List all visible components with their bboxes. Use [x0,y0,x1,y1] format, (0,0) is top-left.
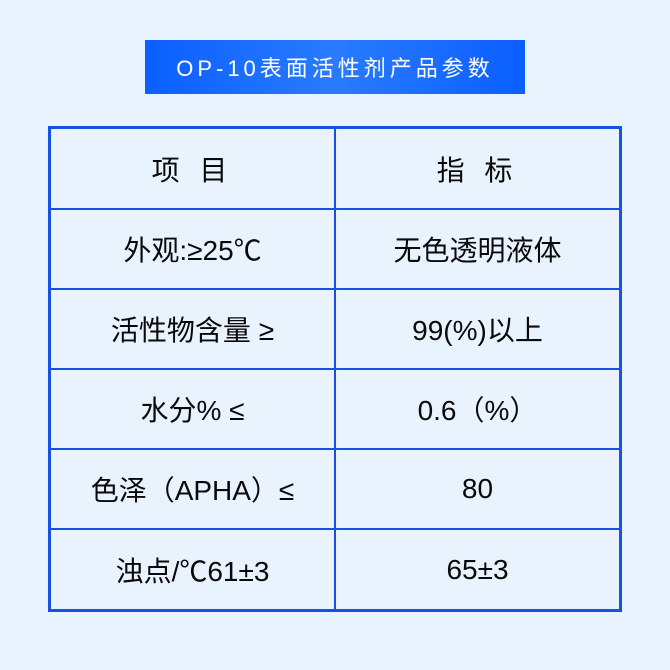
table-row: 色泽（APHA）≤ 80 [51,449,619,529]
cell-param: 色泽（APHA）≤ [51,449,335,529]
header-left: 项 目 [51,129,335,209]
cell-param: 活性物含量 ≥ [51,289,335,369]
cell-value: 99(%)以上 [335,289,619,369]
cell-value: 65±3 [335,529,619,609]
cell-param: 浊点/℃61±3 [51,529,335,609]
table-row: 水分% ≤ 0.6（%） [51,369,619,449]
cell-value: 无色透明液体 [335,209,619,289]
cell-value: 0.6（%） [335,369,619,449]
table-row: 外观:≥25℃ 无色透明液体 [51,209,619,289]
table-row: 浊点/℃61±3 65±3 [51,529,619,609]
spec-table: 项 目 指 标 外观:≥25℃ 无色透明液体 活性物含量 ≥ 99(%)以上 水… [48,126,622,612]
cell-param: 水分% ≤ [51,369,335,449]
title-bar: OP-10表面活性剂产品参数 [145,40,525,94]
table-row: 活性物含量 ≥ 99(%)以上 [51,289,619,369]
cell-value: 80 [335,449,619,529]
header-right: 指 标 [335,129,619,209]
table-header-row: 项 目 指 标 [51,129,619,209]
cell-param: 外观:≥25℃ [51,209,335,289]
